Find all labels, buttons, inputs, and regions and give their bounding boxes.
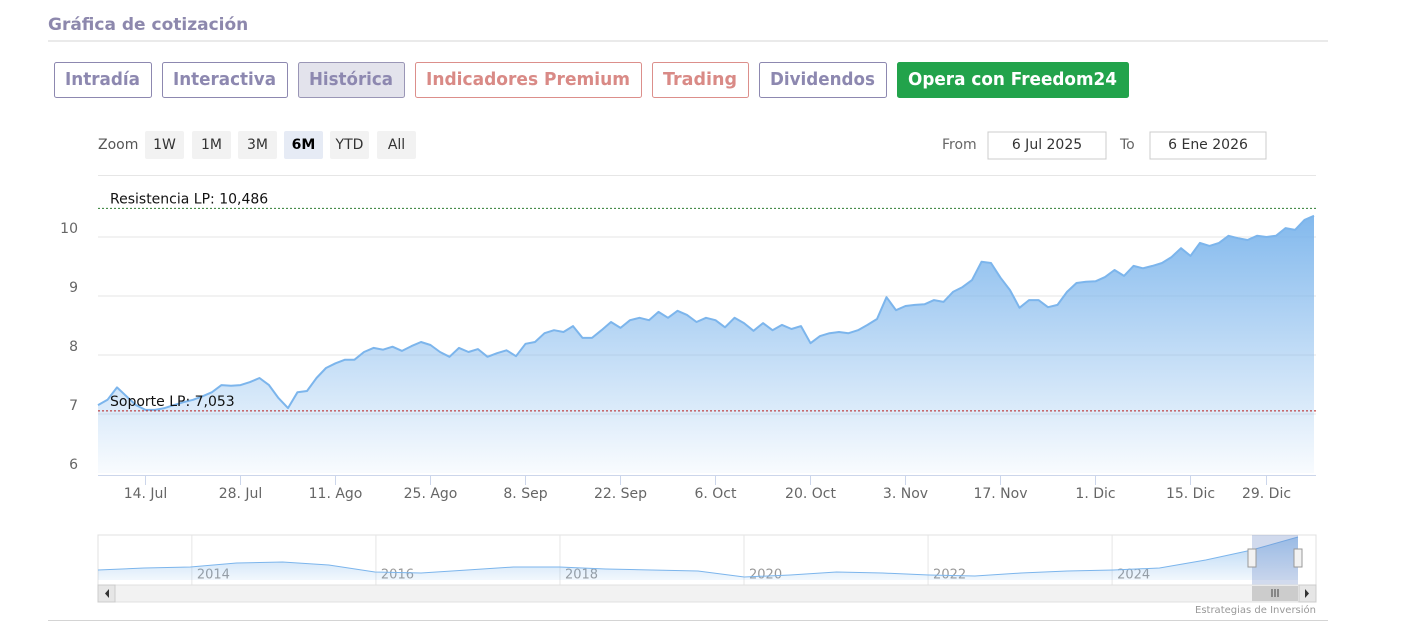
navigator-handle[interactable] (1293, 548, 1303, 568)
tab[interactable] (652, 62, 749, 98)
tab-label: Interactiva (173, 69, 276, 90)
plot-line-label: Soporte LP: 7,053 (110, 394, 235, 410)
from-input[interactable] (987, 131, 1107, 160)
plot-area: 6 7 8 9 10 Resistencia LP: 10,486 Soporte LP: … (60, 191, 1316, 502)
tab-label: Trading (663, 69, 737, 90)
x-tick-label: 22. Sep (594, 486, 647, 502)
zoom-button[interactable] (377, 131, 416, 159)
y-tick-label: 9 (69, 280, 78, 296)
tab-label: Indicadores Premium (426, 69, 630, 90)
arrow-left (105, 589, 109, 598)
credit: Estrategias de Inversión (1195, 604, 1316, 616)
tab[interactable] (415, 62, 642, 98)
tab[interactable] (897, 62, 1129, 98)
arrow-right (1305, 589, 1309, 598)
navigator-handle[interactable] (1247, 548, 1257, 568)
x-tick-label: 29. Dic (1242, 486, 1291, 502)
zoom-button-label: 6M (292, 137, 316, 153)
y-tick-label: 8 (69, 339, 78, 355)
scrollbar-grip (1271, 589, 1279, 597)
to-label: To (1119, 137, 1135, 153)
x-tick-label: 1. Dic (1075, 486, 1115, 502)
navigator-area (98, 537, 1298, 580)
zoom-button-label: 1W (153, 137, 176, 153)
to-value: 6 Ene 2026 (1168, 137, 1248, 153)
zoom-button[interactable] (192, 131, 231, 159)
tab[interactable] (759, 62, 887, 98)
x-tick-label: 14. Jul (124, 486, 168, 502)
navigator-line (97, 536, 1299, 578)
zoom-button-label: 1M (201, 137, 222, 153)
tab-label: Histórica (309, 69, 393, 90)
from-label: From (942, 137, 977, 153)
x-tick-label: 6. Oct (694, 486, 737, 502)
tab-label: Opera con Freedom24 (908, 69, 1117, 90)
navigator-window[interactable] (1252, 535, 1298, 585)
navigator: 201420162018202020222024 (97, 535, 1299, 585)
zoom-button[interactable] (145, 131, 184, 159)
x-tick-label: 8. Sep (503, 486, 547, 502)
y-tick-label: 10 (60, 221, 78, 237)
navigator-tick-label: 2020 (749, 568, 782, 583)
zoom-button[interactable] (238, 131, 277, 159)
tab-label: Dividendos (770, 69, 875, 90)
section-title: Gráfica de cotización (48, 15, 248, 35)
scrollbar-track (97, 584, 1317, 603)
x-tick-label: 25. Ago (404, 486, 458, 502)
zoom-button[interactable] (284, 131, 323, 159)
x-tick-label: 28. Jul (219, 486, 263, 502)
price-line (97, 214, 1315, 411)
plot-line-label: Resistencia LP: 10,486 (110, 191, 268, 207)
from-value: 6 Jul 2025 (1012, 137, 1082, 153)
y-tick-label: 6 (69, 457, 78, 473)
tab-bar: Intradía Interactiva Histórica Indicadores … (54, 62, 1129, 98)
area-fill (98, 215, 1314, 474)
x-tick-label: 17. Nov (973, 486, 1027, 502)
to-input[interactable] (1149, 131, 1267, 160)
tab-label: Intradía (65, 69, 140, 90)
y-tick-label: 7 (69, 398, 78, 414)
tab[interactable] (162, 62, 288, 98)
zoom-label: Zoom (98, 137, 138, 153)
zoom-button-label: YTD (335, 137, 364, 153)
tab[interactable] (54, 62, 152, 98)
x-tick-label: 20. Oct (785, 486, 836, 502)
x-tick-label: 3. Nov (883, 486, 928, 502)
zoom-button-label: All (388, 137, 405, 153)
tab[interactable] (298, 62, 405, 98)
zoom-bar: 1W 1M 3M 6M YTD All (145, 131, 416, 159)
zoom-button[interactable] (330, 131, 369, 159)
zoom-button-label: 3M (247, 137, 268, 153)
x-tick-label: 15. Dic (1166, 486, 1215, 502)
x-tick-label: 11. Ago (309, 486, 363, 502)
